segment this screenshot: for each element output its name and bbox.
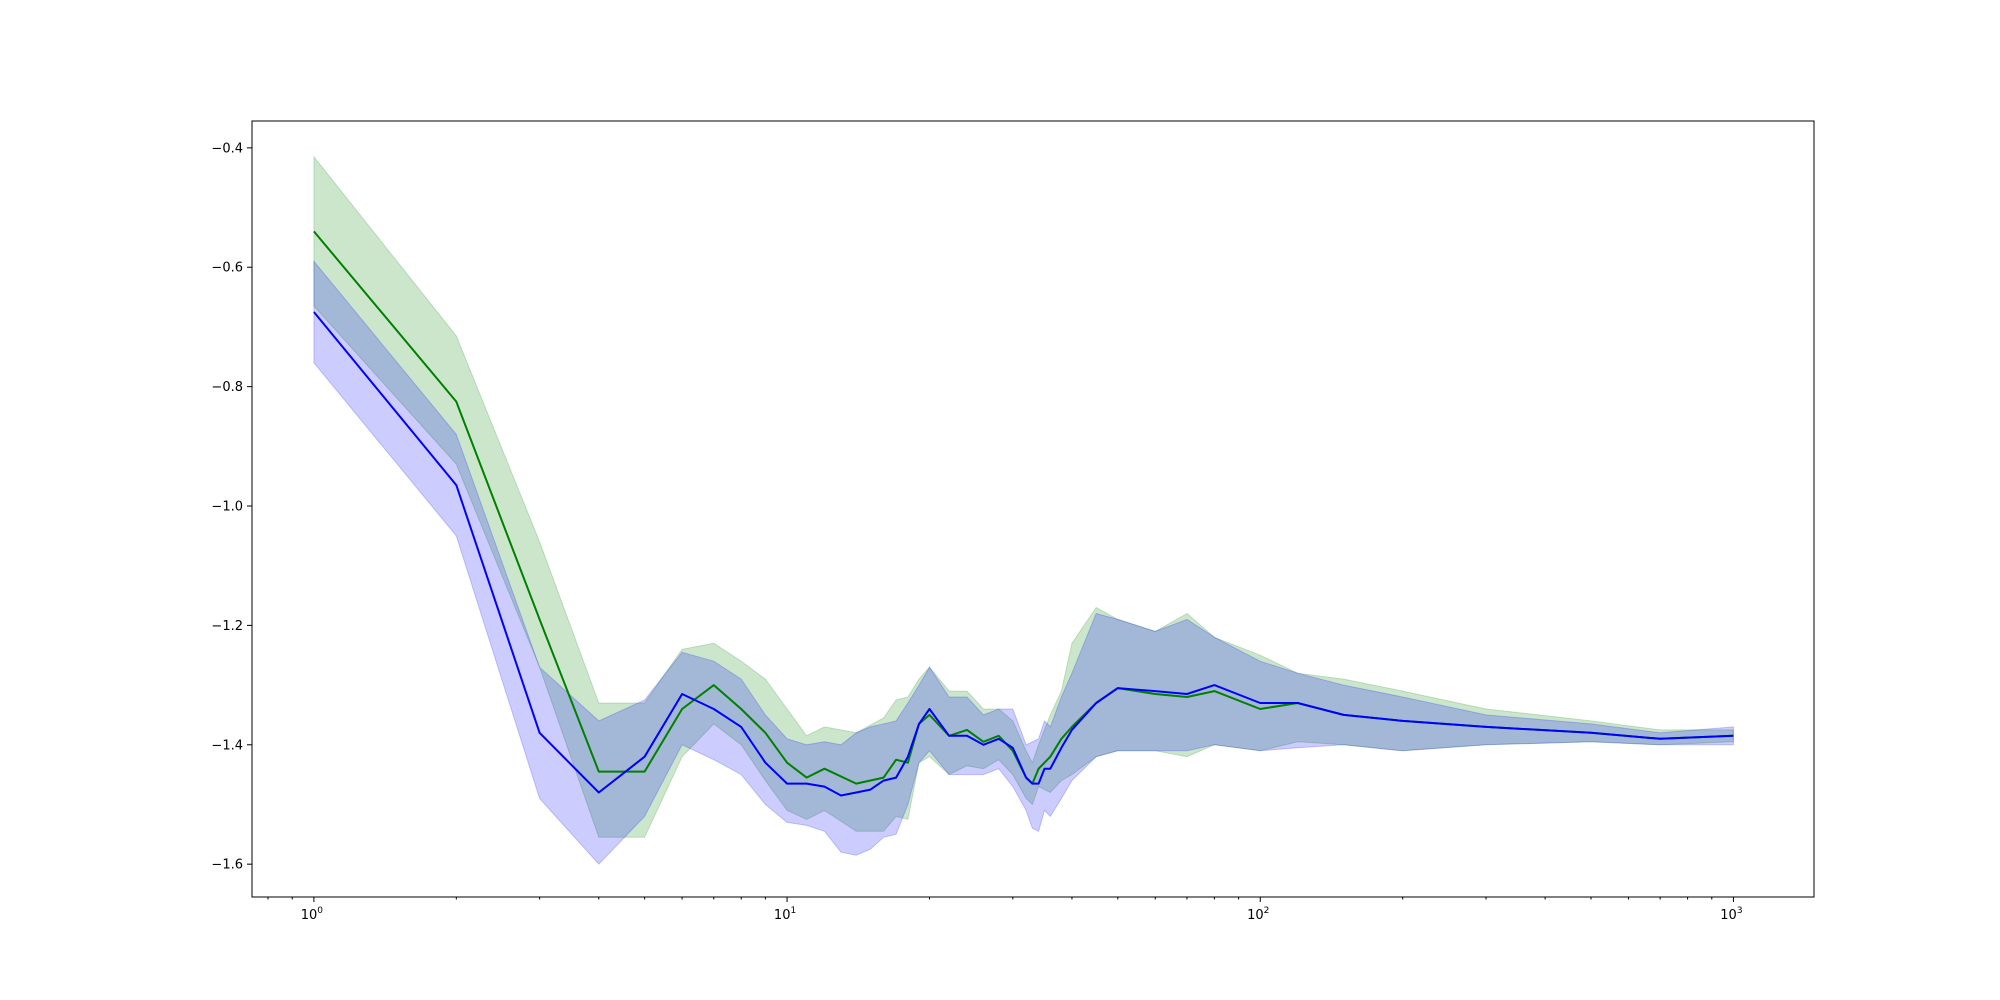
- x-tick-label: 101: [774, 906, 796, 923]
- x-axis: 100 101 102 103: [267, 897, 1743, 923]
- series-1-band: [313, 155, 1734, 838]
- series-1-line: [313, 230, 1734, 785]
- series-2-band: [313, 259, 1734, 865]
- y-tick-label: −0.6: [211, 261, 243, 276]
- y-tick-label: −0.4: [211, 141, 243, 156]
- x-tick-label: 103: [1720, 906, 1742, 923]
- y-axis: −0.4 −0.6 −0.8 −1.0 −1.2 −1.4 −1.6: [211, 141, 252, 873]
- plot-background: [252, 121, 1814, 897]
- y-tick-label: −1.6: [211, 858, 243, 873]
- y-tick-label: −0.8: [211, 380, 243, 395]
- y-tick-label: −1.2: [211, 619, 243, 634]
- x-tick-label: 100: [301, 906, 324, 923]
- confidence-bands: [313, 155, 1734, 865]
- plot-frame: [251, 120, 1815, 898]
- y-tick-label: −1.4: [211, 738, 243, 753]
- series-2-line: [313, 311, 1734, 797]
- x-tick-label: 102: [1247, 906, 1269, 923]
- series-lines: [313, 230, 1734, 797]
- y-tick-label: −1.0: [211, 500, 243, 515]
